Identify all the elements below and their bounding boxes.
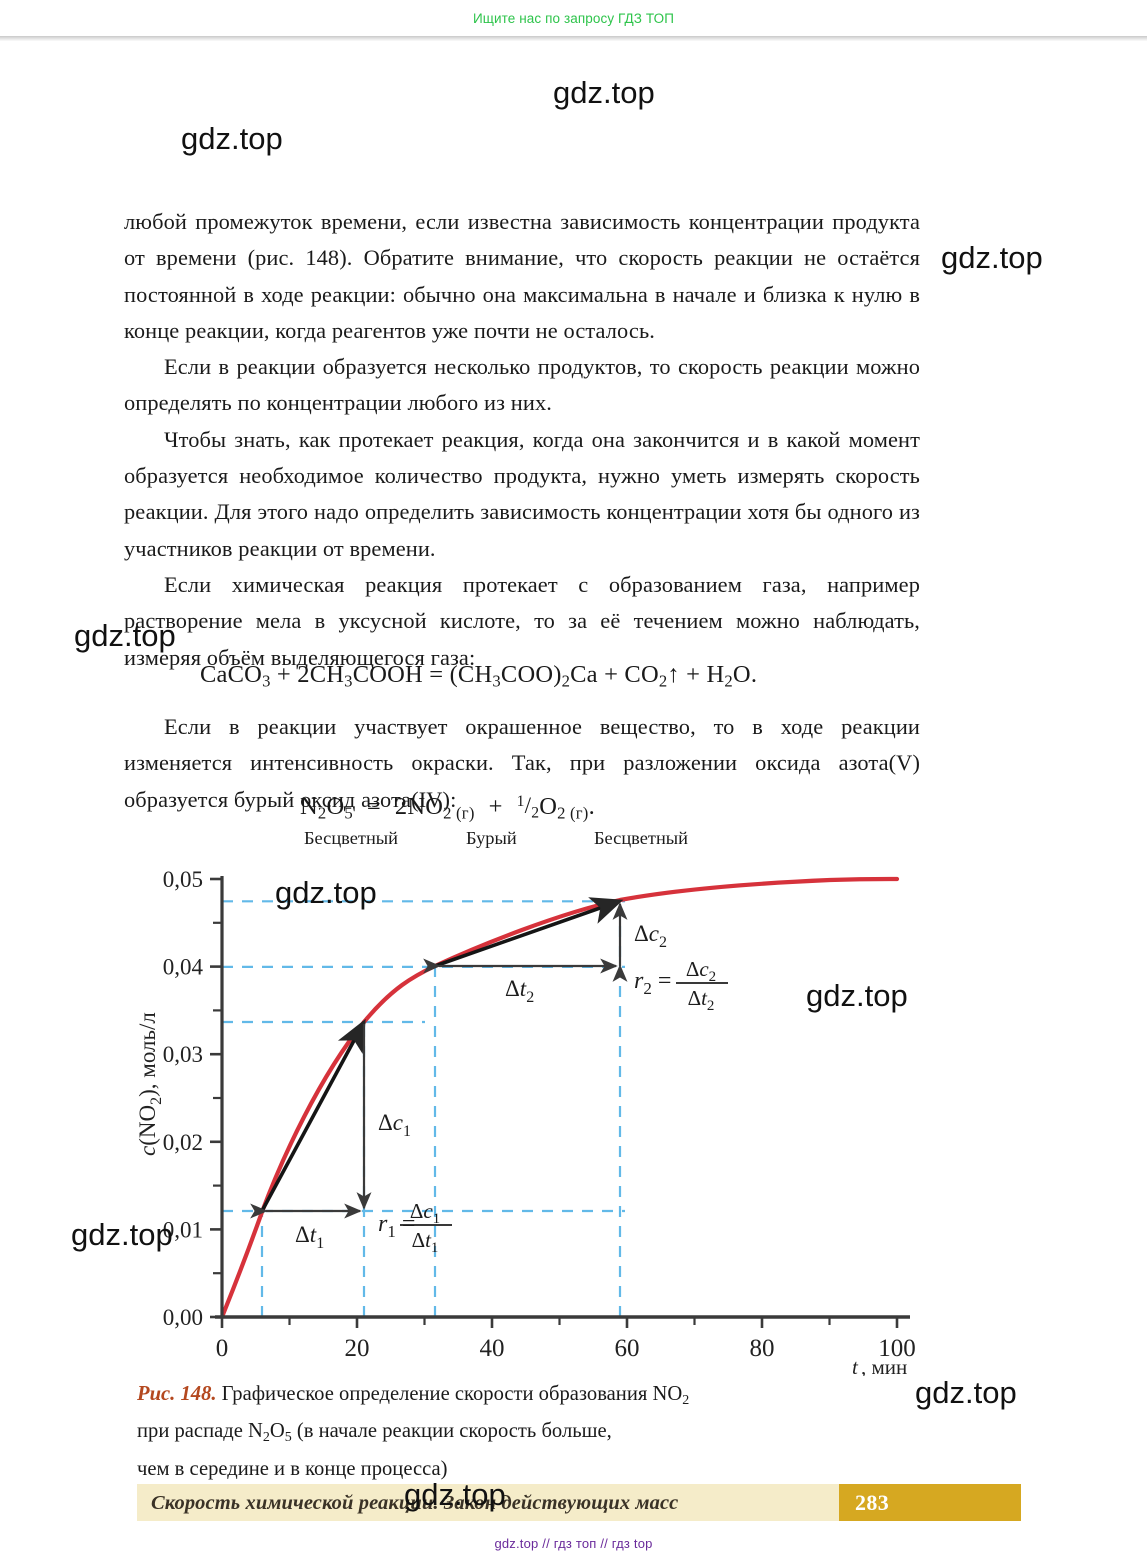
- x-tick-label-4: 80: [750, 1335, 775, 1362]
- svg-text:Δc1: Δc1: [378, 1110, 411, 1140]
- x-tick-label-1: 20: [345, 1335, 370, 1362]
- paragraph-4: Если химическая реакция протекает с обра…: [124, 571, 920, 670]
- figure-148: 0,00 0,01 0,02 0,03 0,04 0,05 0 20 40 60…: [0, 856, 1147, 1376]
- x-major-ticks: [220, 1317, 899, 1328]
- guide-lines: [222, 898, 625, 1317]
- y-axis-title: c(NO2), моль/л: [135, 1012, 165, 1156]
- x-tick-label-2: 40: [480, 1335, 505, 1362]
- caption-line-1-sub: 2: [682, 1392, 690, 1408]
- y-major-ticks: [210, 877, 222, 1319]
- x-tick-labels: 0 20 40 60 80 100: [216, 1335, 916, 1362]
- x-tick-label-0: 0: [216, 1335, 229, 1362]
- svg-text:Δc1: Δc1: [410, 1199, 440, 1227]
- secant-arrow-2: [434, 897, 624, 968]
- equation-n2o5-block: N2O5 = 2NO2 (г) +1/2O2 (г). Бесцветный Бурый…: [300, 793, 770, 849]
- equation-caco3: CaCO3 + 2CH3COOH = (CH3COO)2Ca + CO2↑ + …: [200, 661, 758, 691]
- caption-line-2b: O: [269, 1420, 285, 1443]
- y-tick-label-0: 0,00: [163, 1305, 203, 1330]
- page-number-box: 283: [839, 1484, 1021, 1522]
- legend-colorless-2: Бесцветный: [594, 827, 689, 848]
- y-tick-label-3: 0,03: [163, 1042, 203, 1067]
- svg-text:Δc2: Δc2: [686, 957, 716, 985]
- figure-number: Рис. 148.: [137, 1383, 217, 1405]
- figure-caption: Рис. 148. Графическое определение скорос…: [137, 1379, 927, 1484]
- reaction-rate-chart: 0,00 0,01 0,02 0,03 0,04 0,05 0 20 40 60…: [135, 867, 916, 1376]
- paragraph-5: Если в реакции участвует окрашенное веще…: [124, 714, 920, 812]
- x-axis-title-t: t: [852, 1355, 859, 1376]
- paragraph-2: Если в реакции образуется несколько прод…: [124, 354, 920, 416]
- y-tick-label-2: 0,02: [163, 1130, 203, 1155]
- site-bottom-footer-text: gdz.top // гдз топ // гдз top: [494, 1535, 653, 1551]
- x-axis-title-unit: , мин: [861, 1355, 907, 1376]
- x-minor-ticks: [288, 1317, 831, 1325]
- x-tick-label-5: 100: [878, 1335, 916, 1362]
- annotation-r1-formula: r1 = Δc1 Δt1: [378, 1199, 452, 1256]
- legend-colorless-1: Бесцветный: [304, 827, 399, 848]
- y-tick-labels: 0,00 0,01 0,02 0,03 0,04 0,05: [163, 867, 204, 1330]
- legend-brown: Бурый: [466, 827, 517, 848]
- secant-arrow-1: [260, 1018, 366, 1212]
- svg-text:Δt2: Δt2: [505, 976, 534, 1006]
- caption-line-2a: при распаде N: [137, 1420, 263, 1443]
- body-text-column: любой промежуток времени, если известна …: [124, 204, 920, 676]
- svg-text:r2 =: r2 =: [634, 968, 671, 998]
- y-tick-label-1: 0,01: [163, 1217, 203, 1242]
- caption-line-1: Графическое определение скорости образов…: [216, 1383, 683, 1405]
- annotation-delta-c1: Δc1: [378, 1110, 411, 1140]
- running-footer: Скорость химической реакции. Закон дейст…: [137, 1484, 1021, 1522]
- svg-text:Δt1: Δt1: [412, 1228, 439, 1256]
- page-sheet: любой промежуток времени, если известна …: [0, 41, 1147, 1522]
- site-bottom-footer: gdz.top // гдз топ // гдз top: [0, 1521, 1147, 1565]
- caption-line-2c: (в начале реакции скорость больше,: [291, 1420, 612, 1443]
- x-axis-title: t , мин: [852, 1355, 907, 1376]
- caption-line-2-sub1: 2: [262, 1430, 270, 1446]
- paragraph-1: любой промежуток времени, если известна …: [124, 209, 920, 343]
- y-minor-ticks: [213, 921, 222, 1275]
- equation-n2o5-legend: Бесцветный Бурый Бесцветный: [304, 828, 774, 849]
- running-footer-strip: Скорость химической реакции. Закон дейст…: [137, 1484, 839, 1522]
- page-number: 283: [855, 1490, 890, 1515]
- svg-text:r1 =: r1 =: [378, 1211, 415, 1241]
- svg-text:Δt1: Δt1: [295, 1222, 324, 1252]
- running-footer-title: Скорость химической реакции. Закон дейст…: [151, 1491, 679, 1514]
- header-divider: [0, 36, 1147, 41]
- paragraph-5-wrap: Если в реакции участвует окрашенное веще…: [124, 709, 920, 818]
- caption-line-2-sub2: 5: [284, 1430, 292, 1446]
- y-tick-label-4: 0,04: [163, 955, 204, 980]
- site-top-banner: Ищите нас по запросу ГДЗ ТОП: [0, 0, 1147, 36]
- annotation-delta-t2: Δt2: [505, 976, 534, 1006]
- y-tick-label-5: 0,05: [163, 867, 203, 892]
- x-tick-label-3: 60: [615, 1335, 640, 1362]
- annotation-delta-c2: Δc2: [634, 921, 667, 951]
- svg-text:Δt2: Δt2: [688, 986, 715, 1014]
- annotation-delta-t1: Δt1: [295, 1222, 324, 1252]
- site-top-banner-text: Ищите нас по запросу ГДЗ ТОП: [472, 10, 675, 26]
- equation-n2o5: N2O5 = 2NO2 (г) +1/2O2 (г).: [300, 792, 595, 823]
- svg-text:Δc2: Δc2: [634, 921, 667, 951]
- caption-line-3: чем в середине и в конце процесса): [137, 1457, 448, 1480]
- annotation-r2-formula: r2 = Δc2 Δt2: [634, 957, 728, 1014]
- paragraph-3: Чтобы знать, как протекает реакция, когд…: [124, 426, 920, 561]
- y-axis-title-text: c(NO2), моль/л: [135, 1012, 165, 1156]
